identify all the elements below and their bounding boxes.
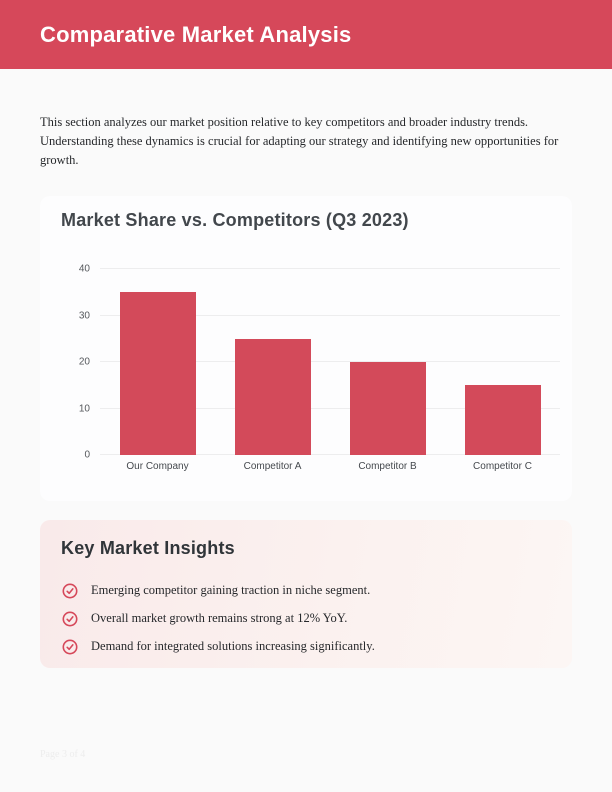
insights-title: Key Market Insights	[61, 538, 235, 558]
gridline	[100, 268, 560, 269]
gridline	[100, 314, 560, 316]
bars-row	[100, 269, 560, 455]
page-footer: Page 3 of 4	[40, 749, 86, 760]
bar-our-company	[119, 292, 196, 455]
check-circle-icon	[62, 583, 78, 599]
y-axis: 0 10 20 30 40	[61, 264, 100, 461]
insight-item: Demand for integrated solutions increasi…	[62, 638, 552, 666]
gridline	[100, 454, 560, 455]
chart-card: Market Share vs. Competitors (Q3 2023) 0…	[40, 196, 572, 501]
insight-list: Emerging competitor gaining traction in …	[62, 582, 552, 666]
bar-competitor-c	[464, 385, 541, 455]
chart-title: Market Share vs. Competitors (Q3 2023)	[61, 210, 409, 230]
chart-plot	[100, 268, 560, 455]
x-axis: Our Company Competitor A Competitor B Compe…	[61, 461, 560, 472]
insights-panel: Key Market Insights Emerging competitor …	[40, 520, 572, 668]
bar-competitor-b	[349, 362, 426, 455]
bar-slot	[445, 269, 560, 455]
y-tick-label: 20	[78, 356, 90, 368]
y-tick-label: 40	[78, 263, 90, 275]
check-circle-icon	[62, 639, 78, 655]
check-circle-icon	[62, 611, 78, 627]
page-title: Comparative Market Analysis	[40, 21, 352, 47]
insight-item: Overall market growth remains strong at …	[62, 610, 552, 638]
gridline	[100, 407, 560, 409]
insight-item: Emerging competitor gaining traction in …	[62, 582, 552, 610]
y-tick-label: 30	[78, 310, 90, 321]
x-labels-row: Our Company Competitor A Competitor B Compe…	[100, 461, 560, 472]
bar-slot	[330, 269, 445, 455]
bar-slot	[215, 269, 330, 455]
x-axis-label: Competitor A	[243, 461, 302, 472]
insight-text: Overall market growth remains strong at …	[91, 611, 348, 625]
x-axis-gutter	[61, 461, 100, 472]
insight-text: Emerging competitor gaining traction in …	[91, 583, 371, 597]
intro-paragraph: This section analyzes our market positio…	[40, 114, 559, 167]
bar-competitor-a	[234, 338, 311, 455]
bar-slot	[100, 269, 215, 455]
x-axis-label: Our Company	[126, 461, 189, 472]
header: Comparative Market Analysis	[0, 0, 612, 69]
x-axis-label: Competitor C	[473, 461, 532, 472]
chart-area: 0 10 20 30 40	[61, 264, 560, 461]
x-axis-label: Competitor B	[358, 461, 417, 472]
insight-text: Demand for integrated solutions increasi…	[91, 639, 375, 653]
y-tick-label: 0	[84, 449, 90, 461]
gridline	[100, 361, 560, 362]
y-tick-label: 10	[78, 403, 90, 414]
